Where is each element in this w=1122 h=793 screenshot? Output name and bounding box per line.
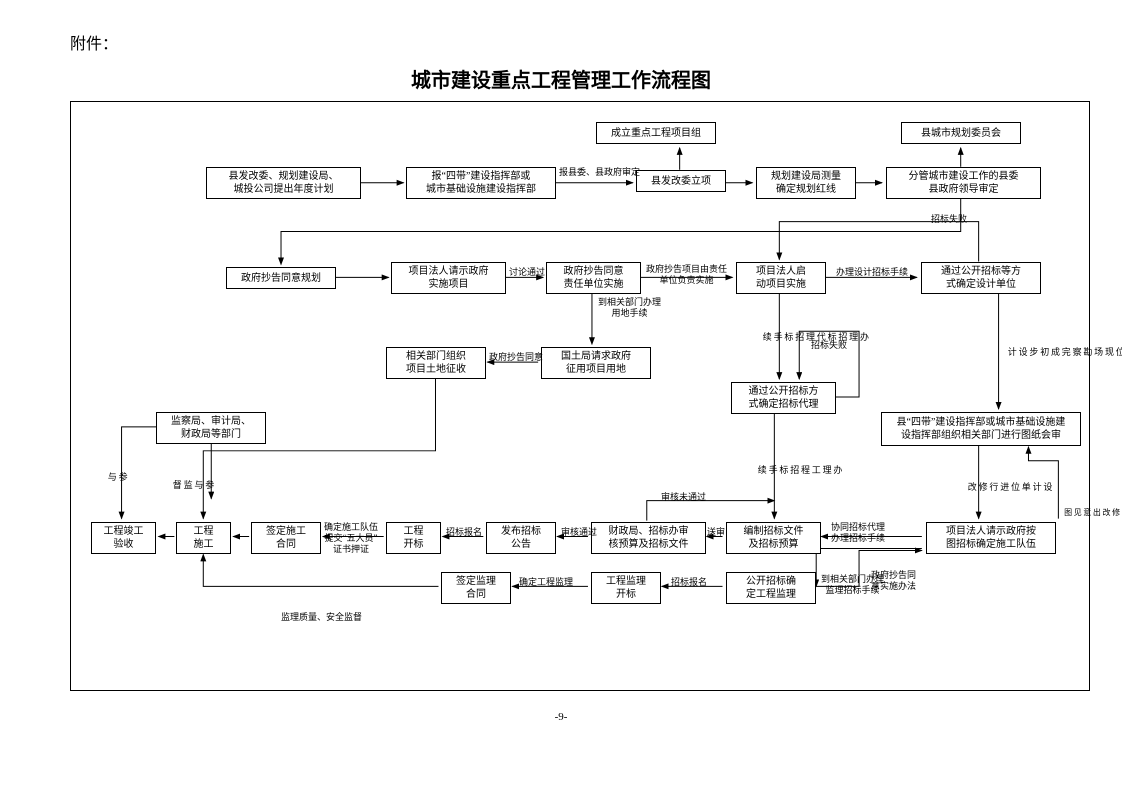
elabel-e15: 县纸领导修改出意见图 <box>1063 467 1122 557</box>
elabel-e23: 确定工程监理 <box>519 577 573 588</box>
node-n9: 项目法人请示政府实施项目 <box>391 262 506 294</box>
node-n6: 规划建设局测量确定规划红线 <box>756 167 856 199</box>
node-n11: 项目法人启动项目实施 <box>736 262 826 294</box>
elabel-e16: 审核未通过 <box>661 492 706 503</box>
elabel-e24: 招标报名 <box>671 577 707 588</box>
node-n7: 分管城市建设工作的县委县政府领导审定 <box>886 167 1041 199</box>
node-n21: 工程开标 <box>386 522 441 554</box>
elabel-e4: 办理设计招标手续 <box>836 267 908 278</box>
node-n25: 项目法人请示政府按图招标确定施工队伍 <box>926 522 1056 554</box>
node-n13: 相关部门组织项目土地征收 <box>386 347 486 379</box>
elabel-e21: 参与监督 <box>171 457 214 512</box>
node-n15: 通过公开招标方式确定招标代理 <box>731 382 836 414</box>
node-n17: 监察局、审计局、财政局等部门 <box>156 412 266 444</box>
node-n3: 县发改委、规划建设局、城投公司提出年度计划 <box>206 167 361 199</box>
node-n14: 国土局请求政府征用项目用地 <box>541 347 651 379</box>
node-n5: 县发改委立项 <box>636 170 726 192</box>
node-n27: 工程监理开标 <box>591 572 661 604</box>
elabel-e5: 招标失败 <box>931 214 967 225</box>
node-n22: 发布招标公告 <box>486 522 556 554</box>
node-n2: 县城市规划委员会 <box>901 122 1021 144</box>
node-n26: 签定监理合同 <box>441 572 511 604</box>
node-n18: 工程竣工验收 <box>91 522 156 554</box>
elabel-e2: 讨论通过 <box>509 267 545 278</box>
node-n23: 财政局、招标办审核预算及招标文件 <box>591 522 706 554</box>
elabel-e6: 办理招标代理招标手续 <box>761 297 869 377</box>
elabel-e26: 监理质量、安全监督 <box>281 612 362 623</box>
page-title: 城市建设重点工程管理工作流程图 <box>70 64 1052 93</box>
elabel-e9: 政府抄告同意 <box>489 352 543 363</box>
node-n4: 报“四带”建设指挥部或城市基础设施建设指挥部 <box>406 167 556 199</box>
page-footer: -9- <box>70 711 1052 723</box>
flowchart-frame: 成立重点工程项目组 县城市规划委员会 县发改委、规划建设局、城投公司提出年度计划… <box>70 101 1090 691</box>
elabel-e3: 政府抄告项目由责任单位负责实施 <box>646 264 727 286</box>
node-n24: 编制招标文件及招标预算 <box>726 522 821 554</box>
node-n1: 成立重点工程项目组 <box>596 122 716 144</box>
elabel-e22: 参与 <box>106 457 128 497</box>
node-n20: 签定施工合同 <box>251 522 321 554</box>
elabel-e20: 确定施工队伍提交“五大员”证书押证 <box>324 522 378 554</box>
node-n8: 政府抄告同意规划 <box>226 267 336 289</box>
elabel-e12: 协同招标代理办理招标手续 <box>831 522 885 544</box>
elabel-e17: 送审 <box>707 527 725 538</box>
elabel-e18: 审核通过 <box>561 527 597 538</box>
node-n12: 通过公开招标等方式确定设计单位 <box>921 262 1041 294</box>
elabel-e19: 招标报名 <box>446 527 482 538</box>
node-n10: 政府抄告同意责任单位实施 <box>546 262 641 294</box>
elabel-e7: 招标失败 <box>811 340 847 351</box>
elabel-e25: 到相关部门办理监理招标手续 <box>821 574 884 596</box>
elabel-e8: 设计单位现场勘察完成初步设计 <box>1006 297 1122 407</box>
attachment-label: 附件： <box>70 30 1052 54</box>
elabel-e14: 设计单位进行修改 <box>966 452 1052 522</box>
node-n28: 公开招标确定工程监理 <box>726 572 816 604</box>
node-n19: 工程施工 <box>176 522 231 554</box>
node-n16: 县“四带”建设指挥部或城市基础设施建设指挥部组织相关部门进行图纸会审 <box>881 412 1081 446</box>
elabel-e10: 到相关部门办理用地手续 <box>598 297 661 319</box>
elabel-e1: 报县委、县政府审定 <box>559 167 640 178</box>
elabel-e11: 办理工程招标手续 <box>756 422 842 517</box>
